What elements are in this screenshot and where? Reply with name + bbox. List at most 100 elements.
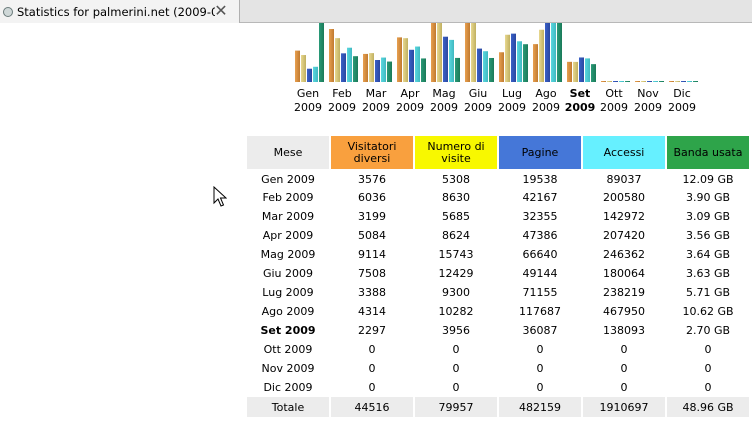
- cell-visite: 0: [452, 381, 460, 394]
- bar-gen-2009-4: [319, 23, 324, 82]
- bar-set-2009-4: [591, 64, 596, 82]
- cell-month: Mag 2009: [260, 248, 316, 261]
- bar-mag-2009-0: [431, 23, 436, 82]
- month-label-name: Set: [569, 87, 591, 100]
- monthly-stats-table: Mese Visitatori diversi Numero di visite…: [245, 136, 751, 417]
- cell-visitatori: 2297: [358, 324, 386, 337]
- month-label: Nov 2009: [631, 87, 665, 115]
- bar-set-2009-0: [567, 61, 572, 82]
- bar-dic-2009-2: [681, 81, 686, 82]
- cell-banda: 12.09 GB: [682, 173, 734, 186]
- cell-visite: 0: [452, 343, 460, 356]
- month-label-year: 2009: [634, 101, 662, 114]
- cell-accessi: 180064: [603, 267, 645, 280]
- cell-month: Dic 2009: [263, 381, 313, 394]
- bar-apr-2009-2: [409, 49, 414, 82]
- bar-ott-2009-4: [625, 81, 630, 82]
- month-label: Mag 2009: [427, 87, 461, 115]
- table-row: Set 2009 2297 3956 36087 138093 2.70 GB: [247, 321, 749, 340]
- month-label-year: 2009: [294, 101, 322, 114]
- total-visitatori: 44516: [331, 397, 413, 417]
- cell-visitatori: 3388: [358, 286, 386, 299]
- month-label-name: Apr: [400, 87, 420, 100]
- bar-giu-2009-3: [483, 51, 488, 82]
- cell-pagine: 0: [536, 362, 544, 375]
- bar-mag-2009-3: [449, 39, 454, 82]
- browser-tab[interactable]: Statistics for palmerini.net (2009-0… ✕: [0, 0, 240, 23]
- cell-month: Ago 2009: [261, 305, 315, 318]
- cell-month: Nov 2009: [261, 362, 315, 375]
- bar-set-2009-1: [573, 61, 578, 82]
- month-label: Ott 2009: [597, 87, 631, 115]
- bar-mar-2009-0: [363, 53, 368, 82]
- bar-lug-2009-3: [517, 41, 522, 82]
- month-label-year: 2009: [600, 101, 628, 114]
- header-pagine: Pagine: [499, 136, 581, 169]
- cell-visitatori: 5084: [358, 229, 386, 242]
- cell-banda: 3.56 GB: [685, 229, 731, 242]
- cell-accessi: 89037: [606, 173, 642, 186]
- bar-mag-2009-4: [455, 57, 460, 82]
- bar-lug-2009-4: [523, 44, 528, 82]
- month-label: Feb 2009: [325, 87, 359, 115]
- cell-visitatori: 7508: [358, 267, 386, 280]
- month-label-name: Dic: [673, 87, 691, 100]
- cell-visite: 8624: [442, 229, 470, 242]
- month-label-name: Mar: [365, 87, 387, 100]
- cell-accessi: 200580: [603, 191, 645, 204]
- bar-apr-2009-3: [415, 46, 420, 82]
- bar-giu-2009-4: [489, 57, 494, 82]
- bar-ago-2009-0: [533, 44, 538, 82]
- bar-nov-2009-3: [653, 81, 658, 82]
- bar-mag-2009-2: [443, 36, 448, 82]
- bar-gen-2009-3: [313, 66, 318, 82]
- table-row: Apr 2009 5084 8624 47386 207420 3.56 GB: [247, 226, 749, 245]
- cell-accessi: 238219: [603, 286, 645, 299]
- month-label: Apr 2009: [393, 87, 427, 115]
- total-accessi: 1910697: [583, 397, 665, 417]
- month-label: Gen 2009: [291, 87, 325, 115]
- bar-mar-2009-4: [387, 61, 392, 82]
- month-label-year: 2009: [328, 101, 356, 114]
- cell-pagine: 42167: [522, 191, 558, 204]
- cell-month: Lug 2009: [262, 286, 314, 299]
- month-label-name: Giu: [468, 87, 488, 100]
- cell-accessi: 207420: [603, 229, 645, 242]
- month-label-name: Mag: [432, 87, 456, 100]
- cell-pagine: 0: [536, 343, 544, 356]
- tab-title: Statistics for palmerini.net (2009-0…: [17, 4, 215, 19]
- cell-banda: 2.70 GB: [685, 324, 731, 337]
- month-label-year: 2009: [362, 101, 390, 114]
- month-label-year: 2009: [564, 101, 596, 114]
- cell-visitatori: 0: [368, 381, 376, 394]
- close-icon[interactable]: ✕: [214, 1, 228, 20]
- month-label-year: 2009: [396, 101, 424, 114]
- table-row: Nov 2009 0 0 0 0 0: [247, 359, 749, 378]
- mouse-cursor-icon: [213, 186, 227, 207]
- cell-month: Gen 2009: [261, 173, 315, 186]
- cell-banda: 10.62 GB: [682, 305, 734, 318]
- month-label: Mar 2009: [359, 87, 393, 115]
- cell-banda: 0: [704, 362, 712, 375]
- table-header-row: Mese Visitatori diversi Numero di visite…: [247, 136, 749, 169]
- total-banda: 48.96 GB: [667, 397, 749, 417]
- cell-visite: 3956: [442, 324, 470, 337]
- cell-visitatori: 3199: [358, 210, 386, 223]
- cell-accessi: 0: [620, 362, 628, 375]
- bar-ott-2009-2: [613, 81, 618, 82]
- month-label-year: 2009: [532, 101, 560, 114]
- bar-ago-2009-2: [545, 23, 550, 82]
- cell-banda: 0: [704, 381, 712, 394]
- cell-visite: 10282: [438, 305, 474, 318]
- month-label-year: 2009: [668, 101, 696, 114]
- header-mese: Mese: [247, 136, 329, 169]
- cell-accessi: 0: [620, 343, 628, 356]
- month-label-name: Feb: [332, 87, 352, 100]
- cell-banda: 5.71 GB: [685, 286, 731, 299]
- cell-visite: 5685: [442, 210, 470, 223]
- cell-banda: 3.90 GB: [685, 191, 731, 204]
- bar-feb-2009-2: [341, 53, 346, 82]
- table-row: Feb 2009 6036 8630 42167 200580 3.90 GB: [247, 188, 749, 207]
- bar-feb-2009-0: [329, 29, 334, 82]
- cell-pagine: 36087: [522, 324, 558, 337]
